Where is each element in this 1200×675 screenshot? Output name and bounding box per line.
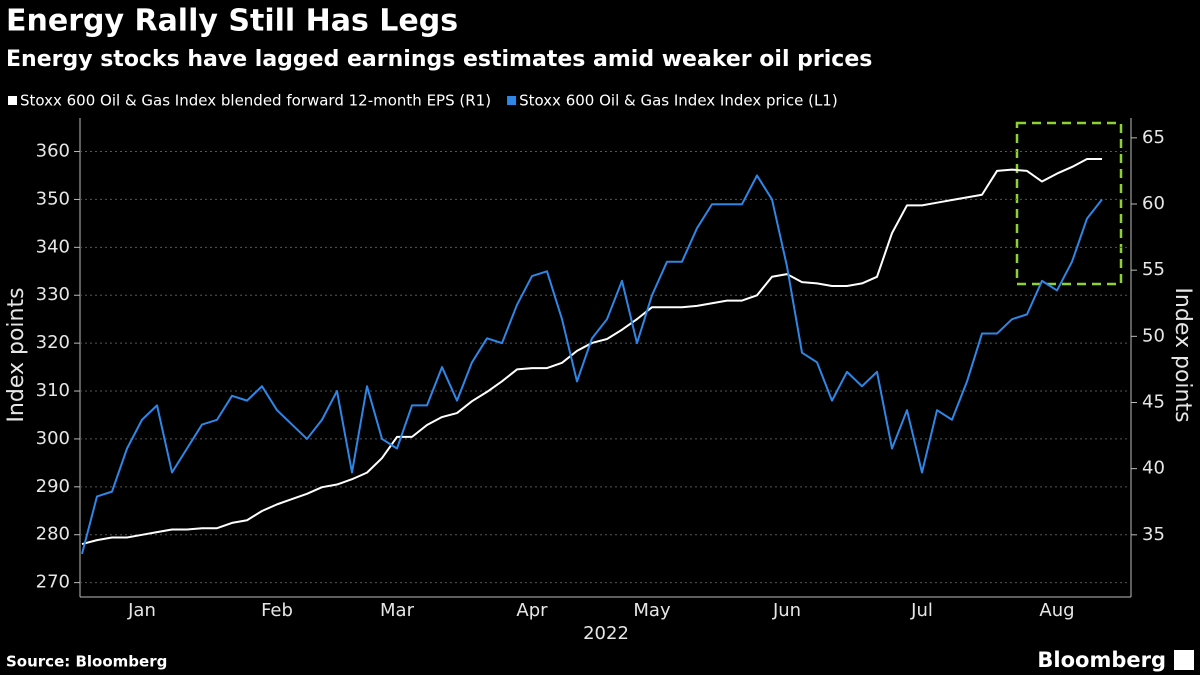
legend-swatch — [8, 96, 17, 105]
chart-title: Energy Rally Still Has Legs — [6, 4, 458, 39]
y2-tick-label: 65 — [1142, 127, 1165, 148]
y-tick-label: 270 — [36, 572, 70, 593]
source: Source: Bloomberg — [6, 653, 167, 671]
x-axis-title: 2022 — [583, 623, 629, 644]
x-tick-label: Feb — [261, 600, 293, 621]
y2-tick-label: 55 — [1142, 259, 1165, 280]
series-line — [81, 174, 1103, 555]
x-tick-label: Jun — [772, 600, 801, 621]
chart-subtitle: Energy stocks have lagged earnings estim… — [6, 47, 872, 72]
y-tick-label: 360 — [36, 141, 70, 162]
y-tick-label: 310 — [36, 380, 70, 401]
y-tick-label: 340 — [36, 236, 70, 257]
y-tick-label: 300 — [36, 428, 70, 449]
x-tick-label: Apr — [516, 600, 548, 621]
highlight-box — [1015, 121, 1123, 286]
x-tick-label: Aug — [1039, 600, 1074, 621]
y-tick-label: 350 — [36, 188, 70, 209]
y2-tick-label: 35 — [1142, 524, 1165, 545]
legend-swatch — [507, 96, 517, 105]
legend-label: Stoxx 600 Oil & Gas Index blended forwar… — [20, 92, 491, 110]
brand: Bloomberg — [1037, 648, 1166, 672]
y2-tick-label: 50 — [1142, 325, 1165, 346]
y-tick-label: 320 — [36, 332, 70, 353]
y2-axis-title: Index points — [1170, 287, 1195, 422]
y2-tick-label: 60 — [1142, 193, 1165, 214]
y-axis-title: Index points — [4, 287, 29, 422]
x-tick-label: Jul — [910, 600, 933, 621]
legend-label: Stoxx 600 Oil & Gas Index Index price (L… — [519, 92, 838, 110]
y2-tick-label: 45 — [1142, 391, 1165, 412]
y-tick-label: 280 — [36, 524, 70, 545]
series-line — [81, 158, 1102, 546]
x-tick-label: Jan — [127, 600, 156, 621]
x-tick-label: May — [633, 600, 671, 621]
x-tick-label: Mar — [380, 600, 415, 621]
y-tick-label: 330 — [36, 284, 70, 305]
y-tick-label: 290 — [36, 476, 70, 497]
brand-logo — [1174, 650, 1194, 670]
y2-tick-label: 40 — [1142, 458, 1165, 479]
